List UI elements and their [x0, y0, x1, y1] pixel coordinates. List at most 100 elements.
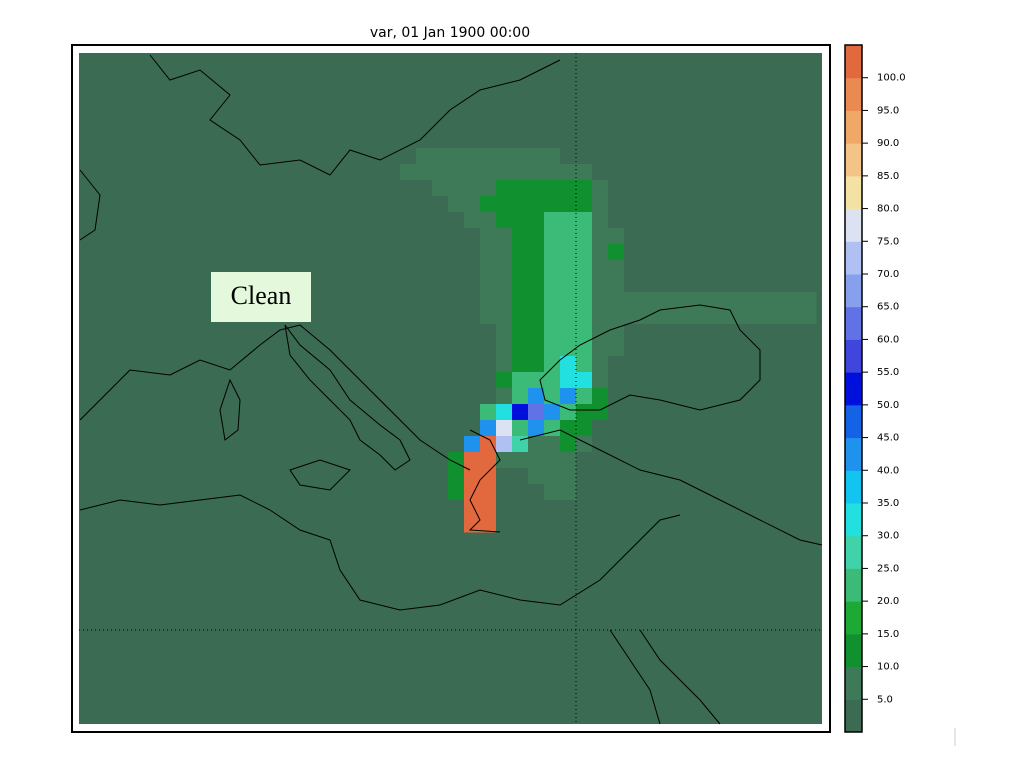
cell [608, 340, 625, 357]
cell [480, 340, 497, 357]
cell [672, 340, 689, 357]
cell [512, 404, 529, 421]
cell [656, 228, 673, 245]
cell [656, 452, 673, 469]
cell [640, 260, 657, 277]
cell [768, 228, 785, 245]
cell [560, 388, 577, 405]
cell [544, 340, 561, 357]
cell [416, 500, 433, 517]
cell [720, 468, 737, 485]
cell [608, 212, 625, 229]
cell [704, 372, 721, 389]
cell [512, 500, 529, 517]
cell [592, 292, 609, 309]
cell [768, 148, 785, 165]
cell [720, 388, 737, 405]
cell [592, 148, 609, 165]
cell [496, 340, 513, 357]
cell [624, 180, 641, 197]
cell [544, 324, 561, 341]
cell [528, 228, 545, 245]
cell [512, 180, 529, 197]
cell [704, 148, 721, 165]
cell [656, 212, 673, 229]
cell [720, 436, 737, 453]
cell [400, 516, 417, 533]
cell [736, 516, 753, 533]
cell [576, 404, 593, 421]
cell [448, 244, 465, 261]
colorbar-label: 55.0 [877, 367, 899, 378]
cell [512, 372, 529, 389]
cell [592, 484, 609, 501]
cell [480, 388, 497, 405]
cell [528, 500, 545, 517]
cell [672, 372, 689, 389]
cell [720, 164, 737, 181]
cell [528, 324, 545, 341]
cell [464, 260, 481, 277]
cell [720, 228, 737, 245]
cell [720, 180, 737, 197]
cell [656, 436, 673, 453]
cell [800, 244, 817, 261]
cell [544, 180, 561, 197]
cell [416, 292, 433, 309]
cell [416, 148, 433, 165]
cell [432, 324, 449, 341]
colorbar-label: 75.0 [877, 236, 899, 247]
cell [672, 228, 689, 245]
cell [672, 244, 689, 261]
cell [496, 420, 513, 437]
cell [512, 276, 529, 293]
cell [560, 468, 577, 485]
cell [496, 148, 513, 165]
cell [624, 372, 641, 389]
cell [400, 180, 417, 197]
cell [672, 356, 689, 373]
cell [768, 468, 785, 485]
cell [512, 260, 529, 277]
cell [432, 276, 449, 293]
cell [656, 356, 673, 373]
cell [672, 500, 689, 517]
cell [640, 244, 657, 261]
cell [480, 212, 497, 229]
cell [400, 324, 417, 341]
cell [400, 228, 417, 245]
cell [768, 260, 785, 277]
cell [672, 420, 689, 437]
cell [480, 196, 497, 213]
cell [608, 276, 625, 293]
cell [640, 276, 657, 293]
cell [704, 356, 721, 373]
cell [608, 484, 625, 501]
colorbar-label: 10.0 [877, 662, 899, 673]
cell [672, 452, 689, 469]
cell [608, 356, 625, 373]
colorbar-swatch [845, 503, 862, 537]
coastline [519, 429, 823, 546]
cell [624, 196, 641, 213]
cell [464, 484, 481, 501]
cell [688, 388, 705, 405]
cell [672, 436, 689, 453]
cell [800, 212, 817, 229]
cell [528, 244, 545, 261]
colorbar-swatch [845, 699, 862, 733]
cell [800, 404, 817, 421]
cell [432, 452, 449, 469]
cell [560, 260, 577, 277]
colorbar-label: 60.0 [877, 334, 899, 345]
cell [720, 372, 737, 389]
cell [544, 516, 561, 533]
cell [800, 356, 817, 373]
cell [624, 500, 641, 517]
cell [544, 308, 561, 325]
cell [752, 244, 769, 261]
colorbar-label: 5.0 [877, 694, 893, 705]
cell [656, 196, 673, 213]
cell [608, 180, 625, 197]
